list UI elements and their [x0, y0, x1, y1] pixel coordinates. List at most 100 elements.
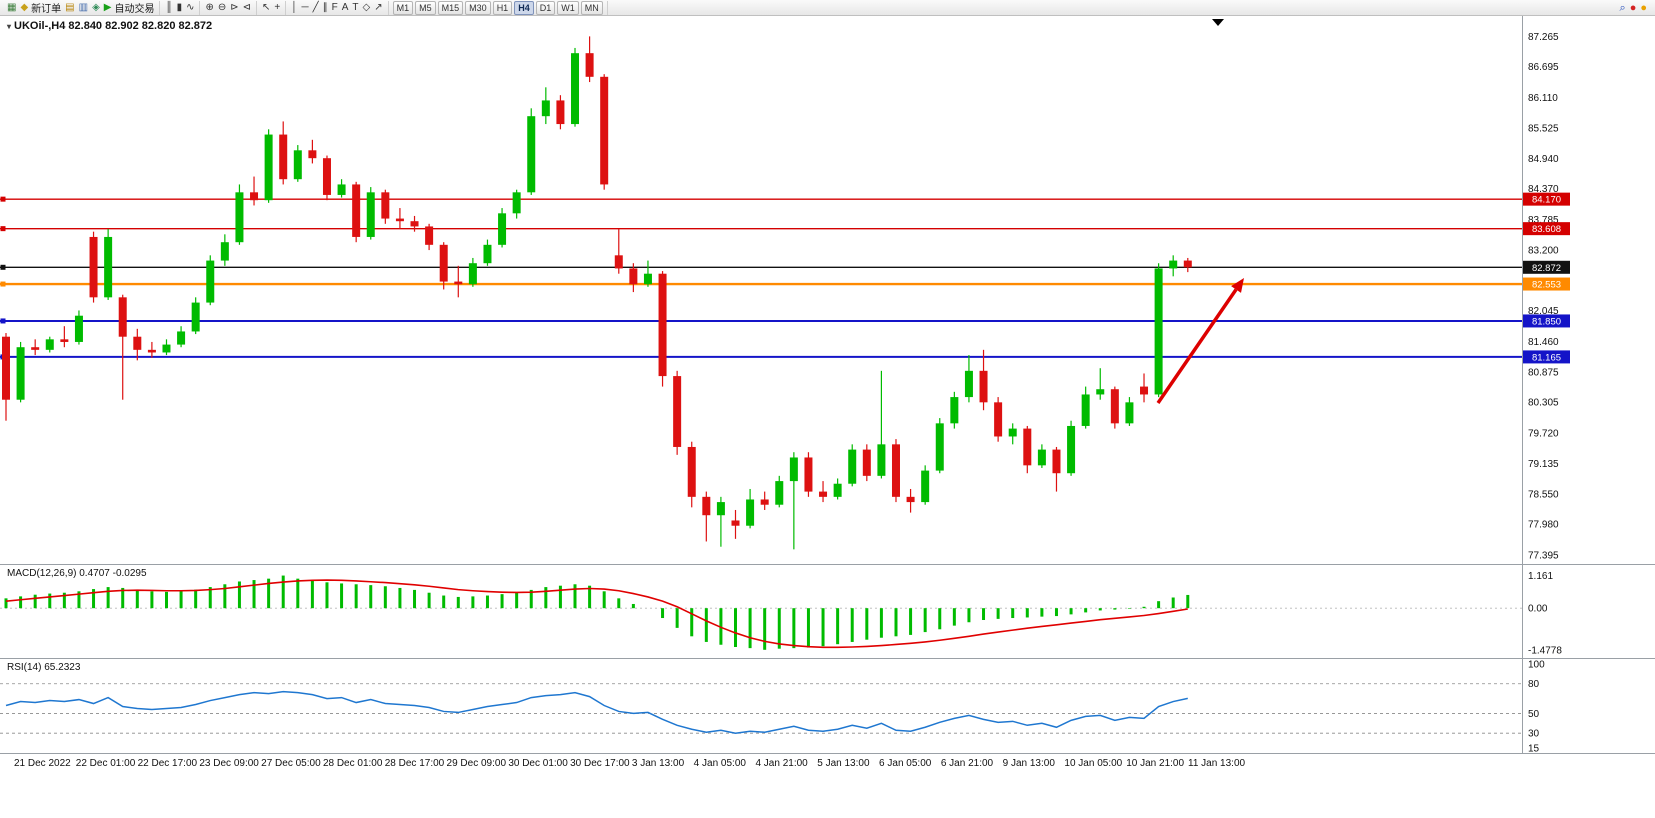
chart-shift-icon: ⊲ [242, 1, 252, 13]
line-chart-icon[interactable]: ∿ [184, 1, 196, 14]
auto-trading-button[interactable]: ▶ 自动交易 [102, 1, 157, 16]
bullish-candle [789, 457, 798, 482]
navigator-icon: ◈ [92, 1, 100, 13]
timeframe-button-h1[interactable]: H1 [492, 0, 513, 15]
price-badge[interactable]: 81.850 [1523, 314, 1570, 328]
data-window-icon[interactable]: ▥ [77, 1, 90, 14]
bearish-candle [279, 134, 288, 180]
bearish-candle [250, 192, 259, 201]
cursor-icon[interactable]: ↖ [260, 1, 272, 14]
bullish-candle [1067, 425, 1076, 474]
zoom-in-icon[interactable]: ⊕ [203, 1, 215, 14]
crosshair-icon[interactable]: + [272, 1, 282, 14]
price-scale-label: 77.980 [1528, 520, 1559, 531]
market-watch-icon[interactable]: ▤ [63, 1, 76, 14]
arrow-tool-icon: ↗ [374, 1, 383, 13]
label-icon[interactable]: T [350, 1, 360, 14]
crosshair-icon: + [274, 1, 281, 13]
bearish-candle [731, 520, 740, 526]
price-badge[interactable]: 83.608 [1523, 222, 1570, 236]
timeframe-button-mn[interactable]: MN [580, 0, 603, 15]
rsi-scale-label: 15 [1528, 744, 1540, 755]
timeframe-button-m1[interactable]: M1 [392, 0, 414, 15]
price-badge[interactable]: 82.872 [1523, 260, 1570, 274]
arrow-tool-icon[interactable]: ↗ [372, 1, 384, 14]
search-icon[interactable]: ⌕ [1618, 1, 1628, 14]
bearish-candle [322, 158, 331, 195]
zoom-out-icon[interactable]: ⊖ [216, 1, 228, 14]
price-badge[interactable]: 82.553 [1523, 277, 1570, 291]
time-axis-label: 30 Dec 01:00 [508, 758, 568, 769]
macd-scale-label: -1.4778 [1528, 645, 1562, 656]
price-scale: 87.265 86.695 86.110 85.525 84.940 84.370 83.7… [1528, 32, 1559, 561]
trend-arrow-annotation[interactable] [1156, 278, 1244, 404]
bullish-candle [833, 483, 842, 497]
line-left-handle [0, 196, 6, 202]
horizontal-lines [0, 196, 1522, 360]
auto-scroll-icon[interactable]: ⊳ [228, 1, 240, 14]
price-badge[interactable]: 84.170 [1523, 192, 1570, 206]
arrow-shaft [1156, 288, 1238, 404]
bearish-candle [658, 273, 667, 377]
bullish-candle [498, 213, 507, 245]
bearish-candle [89, 236, 98, 298]
channel-icon[interactable]: ∥ [321, 1, 330, 14]
price-badge[interactable]: 81.165 [1523, 350, 1570, 364]
bearish-candle [1110, 389, 1119, 424]
fibonacci-icon[interactable]: F [330, 1, 340, 14]
time-axis: 21 Dec 2022 22 Dec 01:00 22 Dec 17:00 23 De… [14, 758, 1246, 769]
new-chart-icon[interactable]: ▦ [5, 1, 18, 14]
bearish-candle [673, 376, 682, 447]
text-icon[interactable]: A [340, 1, 351, 14]
bearish-candle [2, 336, 10, 400]
bearish-candle [1023, 428, 1032, 466]
trendline-icon[interactable]: ╱ [311, 1, 321, 14]
candlestick-chart-icon[interactable]: ▮ [175, 1, 185, 14]
price-badge-label: 81.165 [1532, 352, 1561, 363]
bullish-candle [104, 236, 113, 298]
bullish-candle [746, 499, 755, 526]
time-axis-label: 27 Dec 05:00 [261, 758, 321, 769]
time-axis-label: 6 Jan 21:00 [941, 758, 994, 769]
time-axis-label: 9 Jan 13:00 [1003, 758, 1056, 769]
market-watch-icon: ▤ [65, 1, 75, 13]
bullish-candle [527, 116, 536, 193]
toolbar-group-cursor: ↖ + [257, 0, 287, 15]
price-badge-label: 84.170 [1532, 195, 1561, 206]
new-order-button[interactable]: ◆ 新订单 [18, 1, 63, 16]
chart-shift-marker[interactable] [1212, 19, 1224, 26]
vertical-line-icon: │ [291, 1, 298, 13]
chart-shift-icon[interactable]: ⊲ [241, 1, 253, 14]
timeframe-button-m15[interactable]: M15 [437, 0, 464, 15]
timeframe-button-w1[interactable]: W1 [557, 0, 579, 15]
bearish-candle [454, 281, 463, 285]
price-scale-label: 86.110 [1528, 93, 1558, 104]
navigator-icon[interactable]: ◈ [90, 1, 102, 14]
price-scale-label: 83.785 [1528, 215, 1559, 226]
bullish-candle [1008, 428, 1017, 437]
status-red-icon[interactable]: ● [1628, 1, 1639, 14]
bearish-candle [395, 218, 404, 222]
timeframe-button-d1[interactable]: D1 [535, 0, 556, 15]
timeframe-button-m5[interactable]: M5 [415, 0, 436, 15]
status-red-icon: ● [1629, 1, 1637, 14]
timeframe-button-m30[interactable]: M30 [465, 0, 491, 15]
timeframe-button-h4[interactable]: H4 [514, 0, 534, 15]
status-yellow-icon: ● [1640, 1, 1647, 14]
horizontal-line-icon[interactable]: ─ [300, 1, 311, 14]
bullish-candle [716, 502, 725, 516]
bar-chart-icon[interactable]: ║ [163, 1, 174, 14]
line-left-handle [0, 318, 6, 324]
shapes-icon[interactable]: ◇ [361, 1, 373, 14]
arrow-head [1231, 278, 1244, 293]
bullish-candle [45, 339, 54, 350]
bullish-candle [964, 370, 973, 398]
time-axis-label: 11 Jan 13:00 [1188, 758, 1246, 769]
vertical-line-icon[interactable]: │ [289, 1, 299, 14]
trendline-icon: ╱ [312, 1, 319, 13]
status-yellow-icon[interactable]: ● [1638, 1, 1649, 14]
bullish-candle [264, 134, 273, 201]
toolbar-group-timeframes: M1 M5 M15 M30 H1 H4 D1 W1 MN [389, 0, 608, 15]
